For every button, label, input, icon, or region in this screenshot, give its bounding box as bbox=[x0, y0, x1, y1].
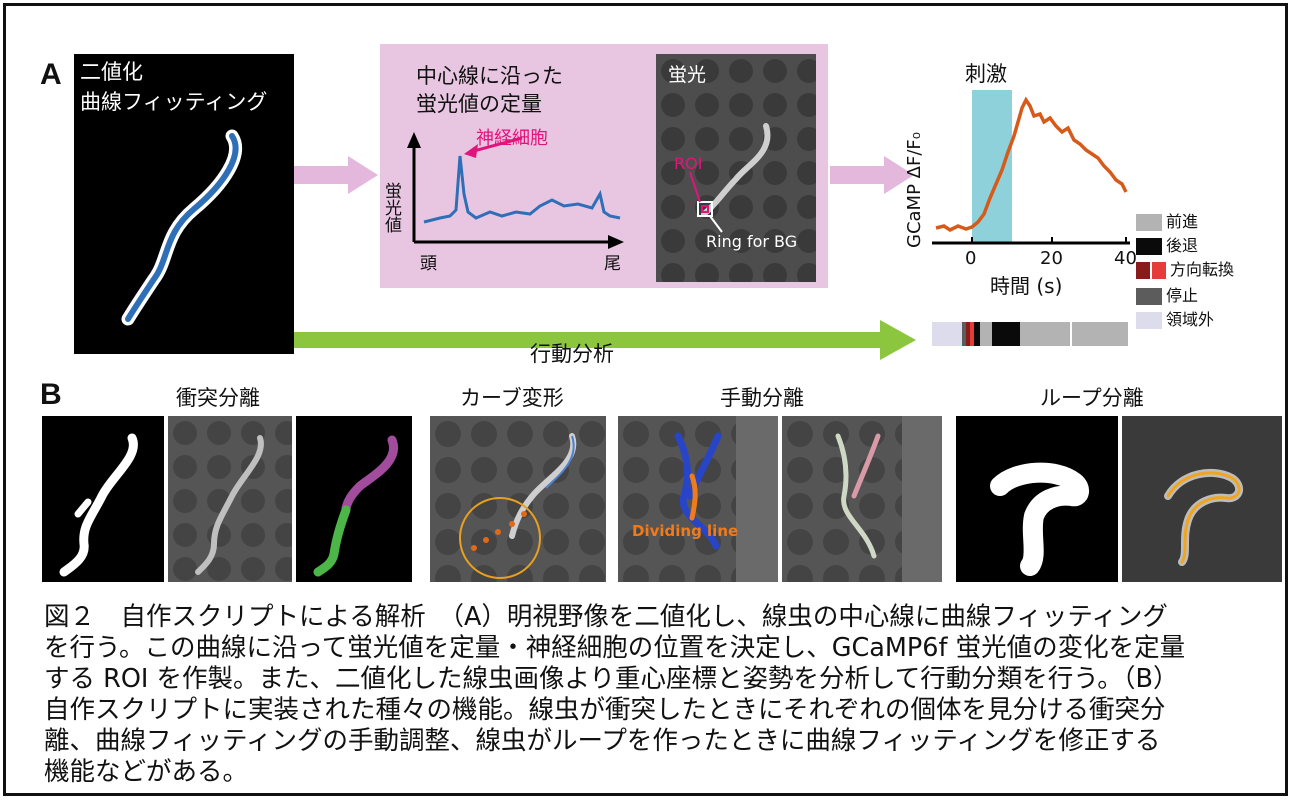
legend-label-pause: 停止 bbox=[1166, 286, 1199, 305]
behavior-analysis-arrow bbox=[294, 320, 916, 360]
collision-separated-image bbox=[296, 416, 412, 582]
caption-line-4: 自作スクリプトに実装された種々の機能。線虫が衝突したときにそれぞれの個体を見分け… bbox=[44, 695, 1166, 725]
loop-title: ループ分離 bbox=[1040, 386, 1144, 410]
legend-label-turn: 方向転換 bbox=[1170, 260, 1235, 279]
time-tick-20: 20 bbox=[1040, 248, 1063, 269]
panel-b-letter: B bbox=[40, 378, 62, 411]
quant-title-line1: 中心線に沿った bbox=[416, 64, 563, 88]
quant-tail-label: 尾 bbox=[604, 254, 621, 274]
legend-swatch-turn-dark bbox=[1136, 262, 1150, 279]
stimulus-label: 刺激 bbox=[965, 62, 1007, 86]
gcamp-ylabel: GCaMP ΔF/F₀ bbox=[904, 132, 925, 248]
legend-swatch-out bbox=[1136, 312, 1162, 329]
panel-a-letter: A bbox=[40, 58, 62, 91]
curve-title: カーブ変形 bbox=[460, 386, 564, 410]
neuron-label: 神経細胞 bbox=[476, 128, 548, 149]
caption-line-6: 機能などがある。 bbox=[44, 757, 249, 787]
binarize-title-line1: 二値化 bbox=[80, 60, 143, 84]
caption-line-3: する ROI を作製。また、二値化した線虫画像より重心座標と姿勢を分析して行動分… bbox=[44, 664, 1179, 694]
loop-binary-image bbox=[956, 416, 1118, 582]
fluorescence-profile-plot bbox=[407, 132, 624, 249]
legend-label-forward: 前進 bbox=[1166, 212, 1199, 231]
manual-separation-image: Dividing line bbox=[618, 416, 778, 582]
figure-frame bbox=[3, 3, 1288, 796]
loop-fitted-image bbox=[1122, 416, 1282, 582]
collision-title: 衝突分離 bbox=[176, 386, 260, 410]
ring-label: Ring for BG bbox=[706, 232, 798, 251]
legend-swatch-forward bbox=[1136, 214, 1162, 231]
fluorescence-image: 蛍光 ROI Ring for BG bbox=[656, 54, 816, 282]
fluor-title: 蛍光 bbox=[668, 64, 707, 86]
caption-line-5: 離、曲線フィッティングの手動調整、線虫がループを作ったときに曲線フィッティングを… bbox=[44, 726, 1161, 756]
manual-separation-result-image bbox=[782, 416, 942, 582]
legend-swatch-pause bbox=[1136, 288, 1162, 305]
curve-deformation-image bbox=[430, 416, 606, 582]
behavior-bar bbox=[932, 322, 1128, 346]
gcamp-trace-plot bbox=[932, 90, 1130, 245]
legend-swatch-backward bbox=[1136, 238, 1162, 255]
binarized-image-panel: 二値化 曲線フィッティング bbox=[74, 54, 294, 354]
arrow-to-quant bbox=[294, 156, 378, 194]
manual-title: 手動分離 bbox=[720, 386, 804, 410]
legend-label-backward: 後退 bbox=[1166, 236, 1199, 255]
time-tick-40: 40 bbox=[1114, 248, 1137, 269]
collision-binary-image bbox=[42, 416, 164, 582]
legend-label-out: 領域外 bbox=[1166, 310, 1215, 329]
fitted-worm-shape bbox=[121, 129, 242, 326]
binarize-title-line2: 曲線フィッティング bbox=[80, 90, 268, 114]
time-xlabel: 時間 (s) bbox=[990, 274, 1063, 298]
figure-caption: 図２ 自作スクリプトによる解析 （A）明視野像を二値化し、線虫の中心線に曲線フィ… bbox=[44, 602, 1274, 788]
quant-ylabel: 蛍光値 bbox=[381, 182, 401, 233]
legend-swatch-turn-light bbox=[1152, 262, 1166, 279]
roi-label: ROI bbox=[674, 154, 703, 173]
arrow-to-gcamp bbox=[830, 156, 914, 194]
quantification-panel: 中心線に沿った 蛍光値の定量 神経細胞 蛍光値 頭 尾 bbox=[380, 44, 828, 288]
quant-title-line2: 蛍光値の定量 bbox=[416, 92, 542, 116]
behavior-arrow-label: 行動分析 bbox=[530, 342, 614, 366]
collision-raw-image bbox=[168, 416, 292, 582]
dividing-line-label: Dividing line bbox=[632, 522, 739, 540]
quant-head-label: 頭 bbox=[420, 254, 437, 274]
time-tick-0: 0 bbox=[965, 248, 977, 269]
caption-line-2: を行う。この曲線に沿って蛍光値を定量・神経細胞の位置を決定し、GCaMP6f 蛍… bbox=[44, 633, 1186, 663]
caption-line-1: 図２ 自作スクリプトによる解析 （A）明視野像を二値化し、線虫の中心線に曲線フィ… bbox=[44, 602, 1168, 632]
